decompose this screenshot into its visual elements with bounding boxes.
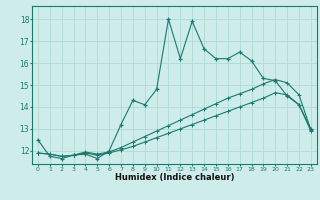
X-axis label: Humidex (Indice chaleur): Humidex (Indice chaleur) — [115, 173, 234, 182]
